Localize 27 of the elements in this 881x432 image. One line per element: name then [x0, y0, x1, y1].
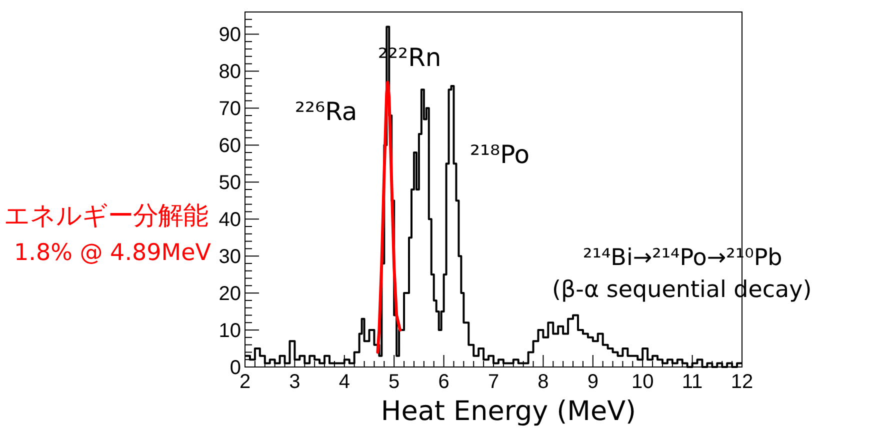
y-tick-label: 70: [218, 98, 241, 120]
y-tick-label: 90: [218, 24, 241, 46]
annotation: ²¹⁸Po: [470, 140, 530, 169]
x-tick-label: 4: [338, 371, 350, 393]
x-tick-label: 5: [388, 371, 400, 393]
y-tick-label: 30: [218, 246, 241, 268]
y-tick-label: 20: [218, 283, 241, 306]
x-tick-label: 3: [289, 371, 300, 393]
x-tick-label: 11: [682, 371, 703, 393]
x-axis-title: Heat Energy (MeV): [380, 396, 636, 427]
text: エネルギー分解能: [4, 201, 208, 231]
x-tick-label: 2: [239, 371, 251, 393]
y-tick-label: 10: [218, 320, 241, 342]
y-tick-label: 40: [218, 209, 241, 232]
x-tick-label: 9: [587, 371, 598, 393]
y-tick-label: 60: [218, 135, 241, 158]
x-tick-label: 6: [438, 371, 450, 393]
x-tick-label: 12: [730, 371, 754, 393]
text: 1.8% @ 4.89MeV: [14, 240, 212, 266]
x-tick-label: 8: [538, 371, 549, 393]
annotation: ²²⁶Ra: [295, 97, 358, 126]
x-tick-label: 10: [631, 371, 654, 393]
y-tick-label: 80: [218, 61, 241, 84]
y-tick-label: 50: [218, 172, 241, 194]
x-tick-label: 7: [488, 371, 500, 393]
line-series: [376, 80, 402, 354]
y-tick-label: 0: [230, 357, 241, 379]
